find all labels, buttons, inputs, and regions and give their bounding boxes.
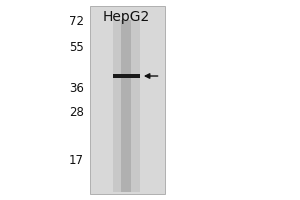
FancyBboxPatch shape	[112, 20, 140, 192]
Text: 28: 28	[69, 106, 84, 119]
FancyBboxPatch shape	[112, 74, 140, 78]
FancyBboxPatch shape	[90, 6, 165, 194]
Text: 72: 72	[69, 15, 84, 28]
Text: 36: 36	[69, 82, 84, 95]
Text: 17: 17	[69, 154, 84, 167]
Text: 55: 55	[69, 41, 84, 54]
FancyBboxPatch shape	[121, 20, 131, 192]
Text: HepG2: HepG2	[102, 10, 150, 24]
